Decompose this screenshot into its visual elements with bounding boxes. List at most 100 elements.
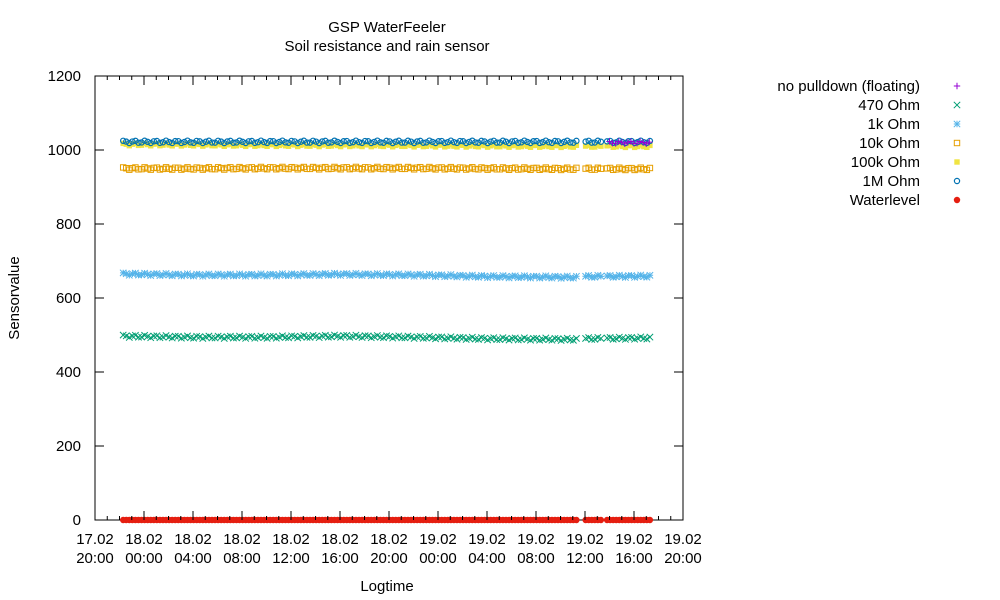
data-point [512,142,518,148]
data-point [303,139,311,146]
data-point [331,137,338,144]
data-point [472,139,479,146]
data-point [257,137,265,144]
data-point [340,138,347,145]
data-point [536,144,543,150]
data-point [298,142,304,148]
data-point [442,144,448,150]
data-point [184,137,191,144]
data-point [502,272,510,281]
data-point [279,141,286,147]
data-point [518,143,524,150]
data-point [560,138,568,146]
data-point [646,138,653,146]
data-point [340,332,348,340]
data-point [245,138,252,145]
data-point [364,270,372,278]
data-point [529,334,538,342]
data-point [466,138,473,146]
data-point [463,144,469,150]
data-point [267,141,273,148]
data-point [355,138,363,146]
data-point [340,142,347,148]
data-point [435,138,442,145]
data-point [426,141,433,148]
data-point [414,142,420,148]
data-point [131,331,139,339]
data-point [214,270,222,278]
data-point [425,270,433,278]
data-point [624,333,633,342]
data-point [428,271,437,280]
data-point [606,271,614,280]
data-point [595,142,601,148]
data-point [171,332,179,340]
data-point [441,139,448,147]
data-point [573,516,580,524]
data-point [557,139,565,147]
data-point [392,138,399,145]
x-tick-label-date: 19.02 [419,531,457,548]
data-point [282,139,289,146]
data-point [451,143,457,149]
legend-marker [953,196,961,204]
data-point [361,332,369,340]
y-tick-label: 400 [56,364,81,381]
x-tick-label-date: 18.02 [272,531,310,548]
data-point [410,272,418,280]
data-point [276,142,283,149]
data-point [646,137,654,145]
data-point [202,271,210,279]
data-point [368,143,374,150]
data-point [353,141,359,147]
data-point [523,273,531,281]
data-point [261,142,267,149]
data-point [432,144,439,150]
data-point [646,164,654,172]
data-point [257,270,265,278]
data-point [552,142,558,149]
data-point [304,143,310,149]
data-point [312,138,320,145]
data-point [356,143,362,149]
data-point [371,142,377,149]
legend-label: Waterlevel [850,192,920,209]
data-point [426,137,433,144]
data-point [343,269,351,278]
data-point [450,138,458,146]
data-point [162,269,170,277]
data-point [347,143,353,150]
data-point [456,333,464,341]
data-point [337,143,344,150]
data-point [435,333,443,341]
data-point [589,144,595,150]
data-point [468,271,476,279]
data-point [236,141,243,147]
data-point [255,142,261,149]
data-point [294,272,302,280]
data-point [272,272,280,280]
data-point [202,138,210,145]
data-point [546,143,552,150]
data-point [236,137,243,144]
data-point [284,334,293,342]
data-point [511,334,519,342]
data-point [134,333,143,341]
data-point [526,274,535,282]
data-point [585,271,593,279]
data-point [125,271,133,279]
data-point [229,334,237,342]
data-point [309,269,317,278]
data-point [156,139,164,147]
data-point [572,272,580,280]
x-tick-label-time: 20:00 [370,550,408,567]
data-point [429,143,436,149]
data-point [239,271,247,279]
data-point [624,139,632,146]
data-point [597,138,605,145]
data-point [315,139,323,147]
data-point [344,141,350,148]
data-point [625,142,632,149]
legend-marker [953,139,961,147]
data-point [119,137,127,145]
